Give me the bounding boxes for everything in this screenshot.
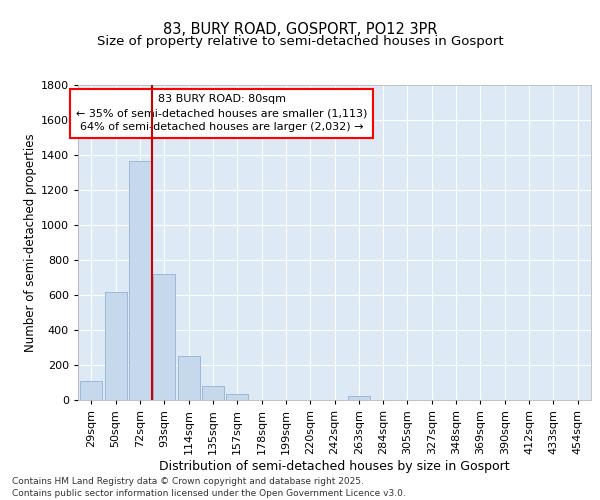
Text: 83, BURY ROAD, GOSPORT, PO12 3PR: 83, BURY ROAD, GOSPORT, PO12 3PR <box>163 22 437 38</box>
Text: Contains HM Land Registry data © Crown copyright and database right 2025.
Contai: Contains HM Land Registry data © Crown c… <box>12 476 406 498</box>
Bar <box>154 274 175 400</box>
Text: 83 BURY ROAD: 80sqm
← 35% of semi-detached houses are smaller (1,113)
64% of sem: 83 BURY ROAD: 80sqm ← 35% of semi-detach… <box>76 94 367 132</box>
Bar <box>226 394 248 400</box>
Y-axis label: Number of semi-detached properties: Number of semi-detached properties <box>23 133 37 352</box>
Bar <box>129 161 151 400</box>
Text: Size of property relative to semi-detached houses in Gosport: Size of property relative to semi-detach… <box>97 35 503 48</box>
X-axis label: Distribution of semi-detached houses by size in Gosport: Distribution of semi-detached houses by … <box>159 460 510 472</box>
Bar <box>202 386 224 400</box>
Bar <box>348 396 370 400</box>
Bar <box>105 292 127 400</box>
Bar <box>178 356 200 400</box>
Bar <box>80 381 103 400</box>
